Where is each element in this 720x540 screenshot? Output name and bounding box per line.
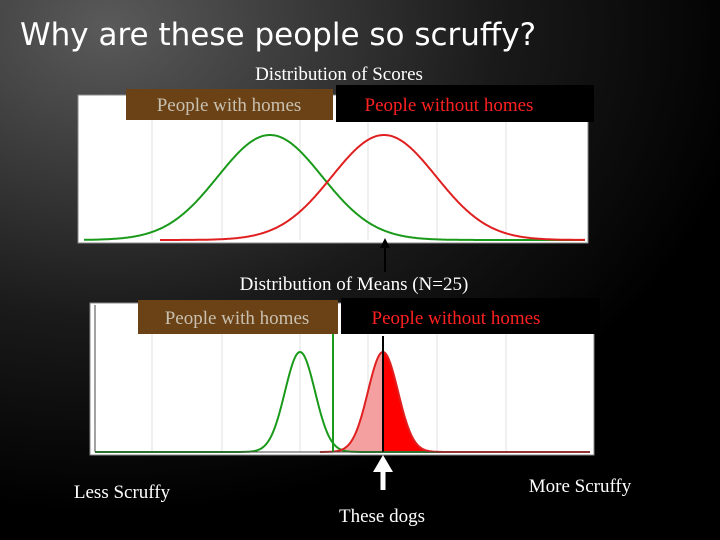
curves [94, 305, 590, 453]
legend-label: People with homes [165, 308, 310, 329]
label: These dogs [339, 506, 425, 527]
label: More Scruffy [529, 476, 632, 497]
legend-box [336, 85, 594, 122]
chart-title: Distribution of Means (N=25) [240, 274, 469, 295]
legend-label: People without homes [365, 95, 534, 116]
chart-title: Distribution of Scores [255, 64, 423, 85]
curve [160, 134, 585, 241]
curves [84, 134, 585, 241]
label: Less Scruffy [74, 482, 171, 503]
curve [84, 134, 585, 241]
slide-title: Why are these people so scruffy? [20, 17, 536, 53]
legend-label: People with homes [157, 95, 302, 116]
legend-box [341, 298, 600, 334]
legend-box [126, 89, 333, 120]
legend-box [138, 300, 338, 334]
arrow-head [380, 238, 390, 248]
arrow-head [373, 455, 393, 472]
shade [383, 352, 440, 452]
shade [333, 352, 383, 452]
legend-label: People without homes [372, 308, 541, 329]
